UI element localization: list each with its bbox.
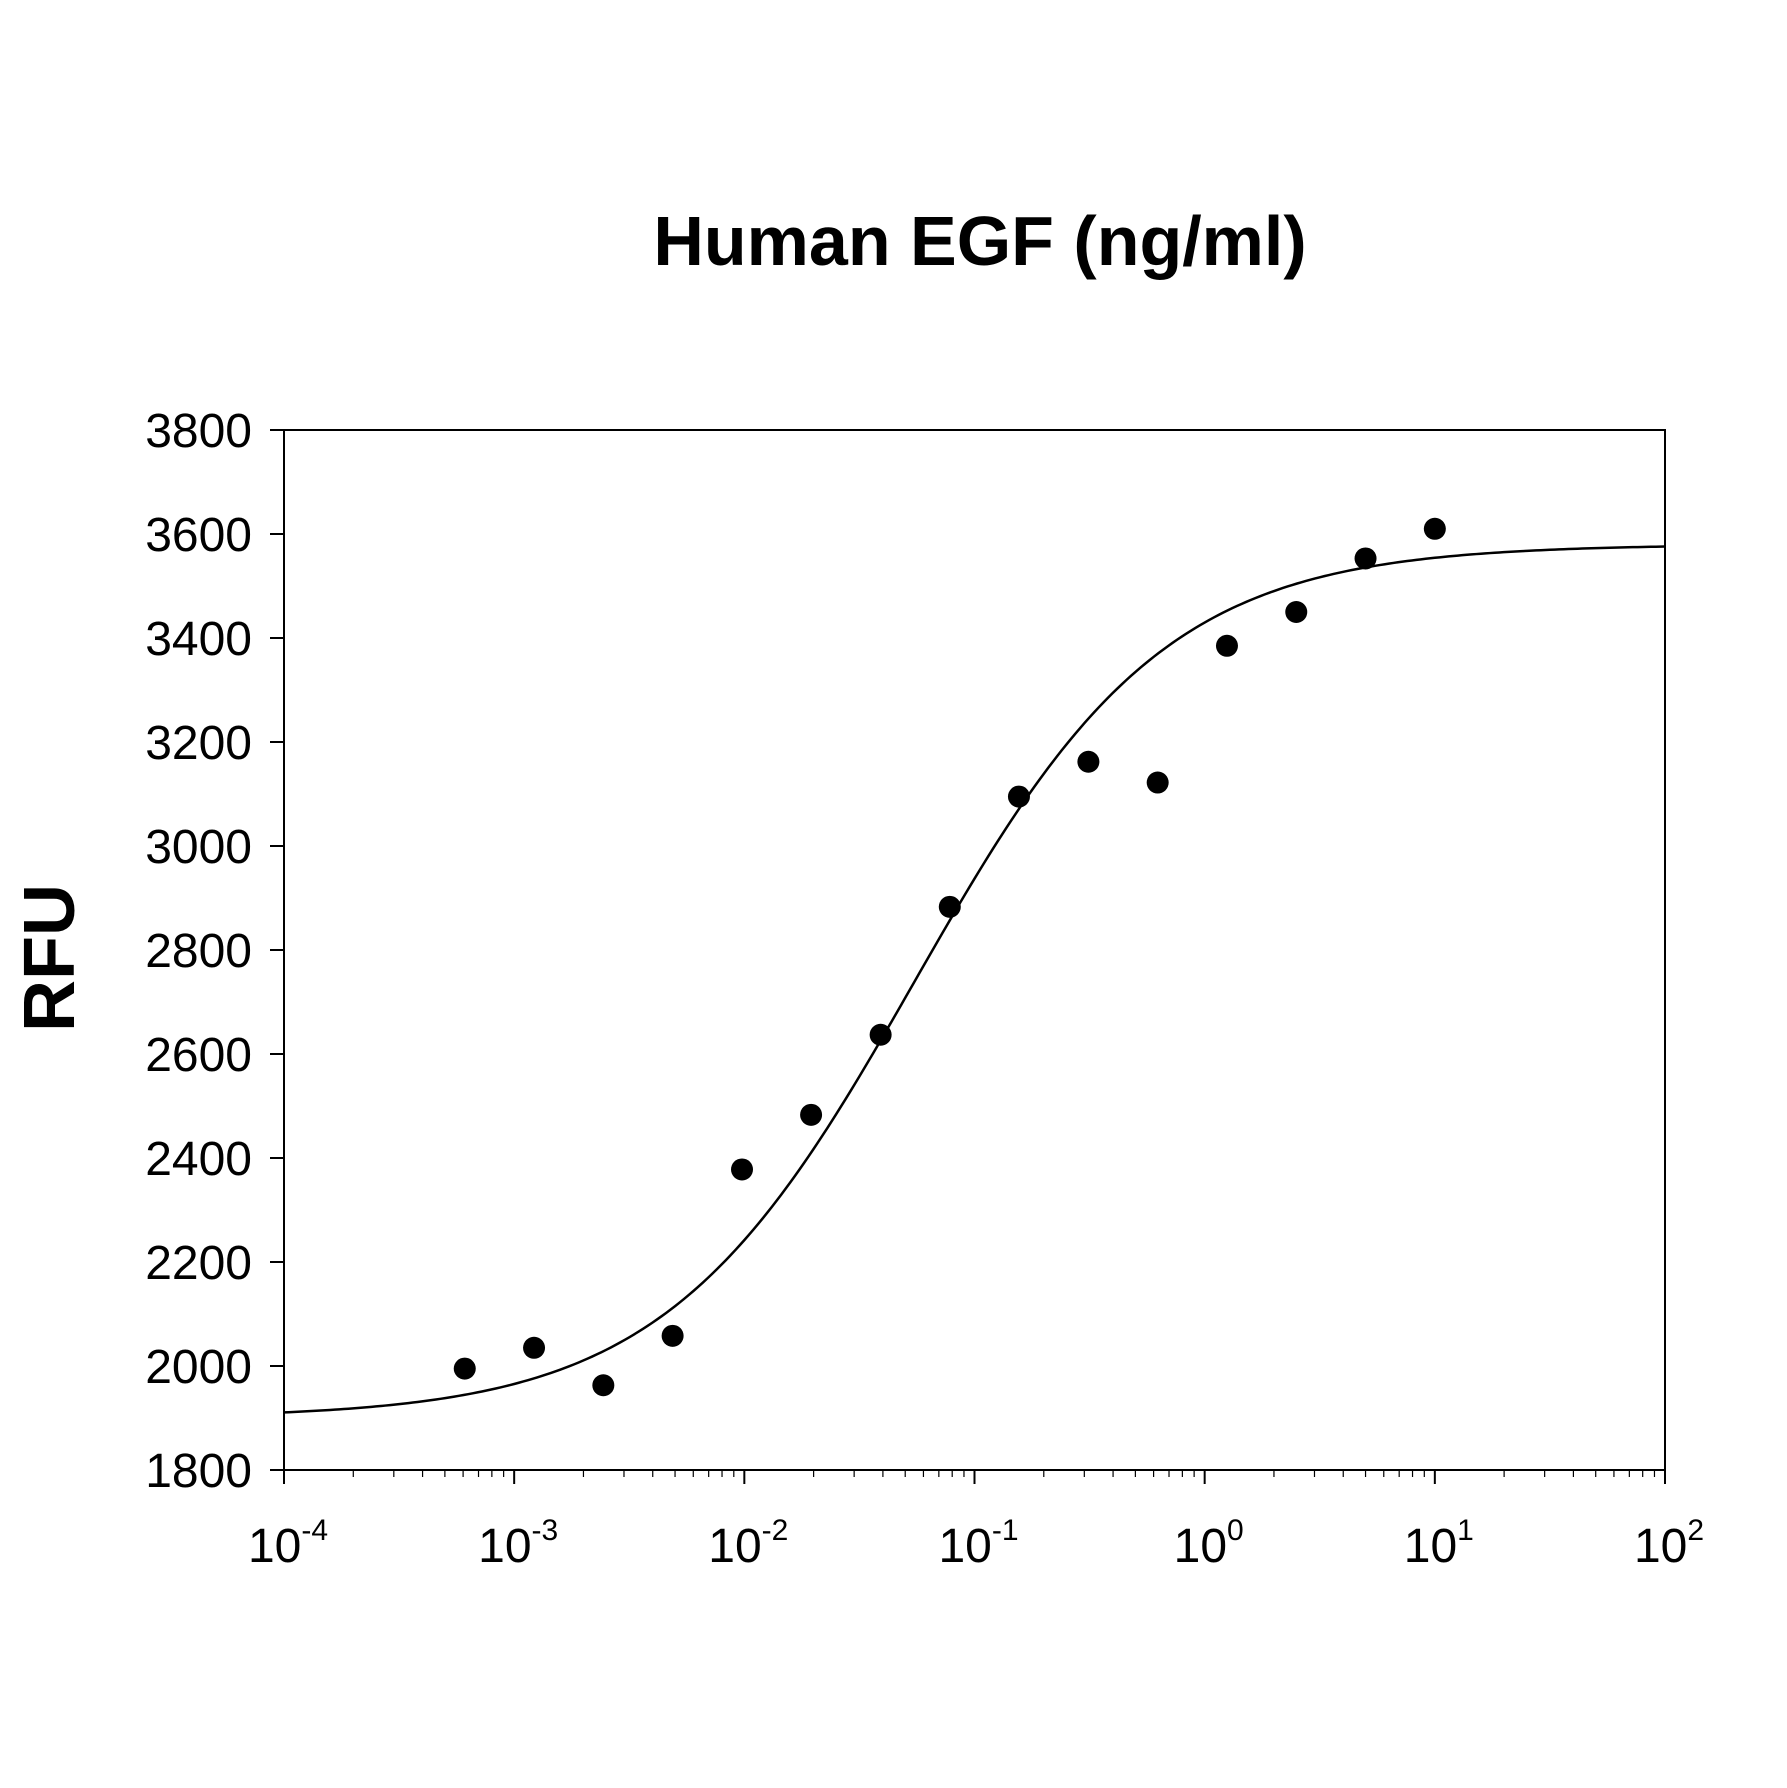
data-point — [731, 1158, 754, 1181]
data-point — [592, 1374, 615, 1397]
fit-curve — [283, 545, 1666, 1414]
y-tick-label: 2000 — [145, 1341, 252, 1394]
y-tick-label: 2200 — [145, 1237, 252, 1290]
data-point — [523, 1336, 546, 1359]
data-point — [869, 1023, 892, 1046]
data-point — [1285, 601, 1308, 623]
x-tick-label: 102 — [1634, 1514, 1704, 1573]
y-tick-label: 1800 — [145, 1445, 252, 1498]
y-axis-label: RFU — [10, 884, 90, 1032]
plot-area: 1800 2000 2200 2400 2600 2800 3000 3200 3400 3600… — [145, 405, 1704, 1573]
y-tick-label: 3600 — [145, 509, 252, 562]
x-tick-label: 10-2 — [708, 1514, 788, 1573]
data-point — [800, 1103, 823, 1126]
data-point — [1146, 771, 1169, 794]
data-point — [1354, 547, 1377, 570]
data-point — [938, 895, 961, 918]
data-point — [1077, 750, 1100, 773]
y-tick-label: 2400 — [145, 1133, 252, 1186]
x-tick-label: 100 — [1174, 1514, 1244, 1573]
data-point — [661, 1324, 684, 1347]
x-tick-label: 10-1 — [938, 1514, 1018, 1573]
chart-title: Human EGF (ng/ml) — [653, 202, 1306, 280]
data-point — [1423, 517, 1446, 540]
y-tick-label: 2800 — [145, 925, 252, 978]
y-tick-label: 3400 — [145, 613, 252, 666]
x-tick-label: 10-3 — [478, 1514, 558, 1573]
x-tick-label: 101 — [1404, 1514, 1474, 1573]
y-tick-label: 3200 — [145, 717, 252, 770]
y-tick-label: 3800 — [145, 405, 252, 458]
y-tick-label: 2600 — [145, 1029, 252, 1082]
data-point — [453, 1357, 476, 1380]
plot-frame — [283, 429, 1666, 1471]
data-point — [1215, 634, 1238, 657]
data-point — [1007, 785, 1030, 808]
x-tick-label: 10-4 — [248, 1514, 328, 1573]
y-tick-label: 3000 — [145, 821, 252, 874]
